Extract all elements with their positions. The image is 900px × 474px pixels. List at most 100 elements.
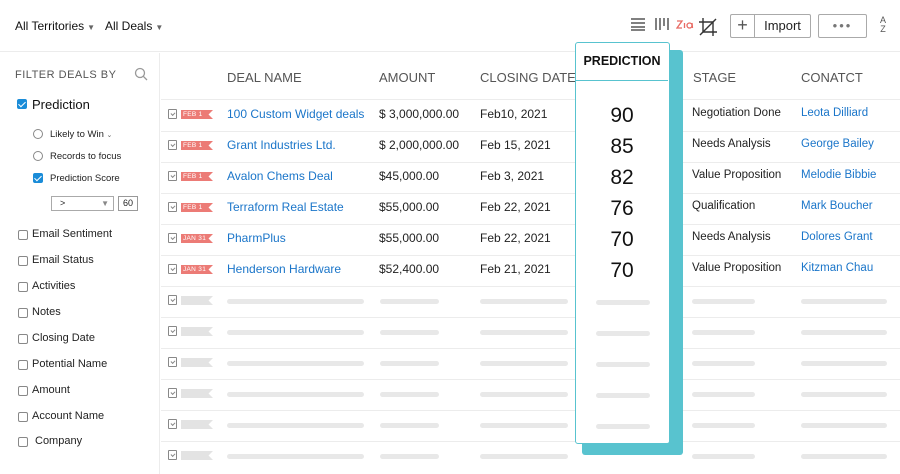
amount-checkbox[interactable]: [18, 386, 28, 396]
closing-date-cell: Feb 21, 2021: [480, 262, 551, 276]
search-icon[interactable]: [134, 67, 148, 81]
placeholder-bar: [801, 423, 887, 428]
deal-name-link[interactable]: Terraform Real Estate: [227, 200, 344, 214]
prediction-score: 82: [610, 166, 634, 189]
closing-date-cell: Feb10, 2021: [480, 107, 548, 121]
account-name-checkbox[interactable]: [18, 412, 28, 422]
territories-dropdown[interactable]: All Territories ▼: [15, 19, 95, 33]
zia-icon[interactable]: [675, 17, 695, 35]
deal-name-link[interactable]: 100 Custom Widget deals: [227, 107, 365, 121]
list-view-icon[interactable]: [628, 17, 648, 35]
add-deal-button[interactable]: +: [730, 14, 754, 38]
task-icon[interactable]: [168, 109, 177, 119]
row-divider: [161, 410, 900, 411]
filter-label: Account Name: [32, 410, 105, 422]
prediction-score-label: Prediction Score: [50, 173, 120, 184]
company-checkbox[interactable]: [18, 437, 28, 447]
contact-link[interactable]: Leota Dilliard: [801, 107, 869, 119]
filter-label: Activities: [32, 280, 76, 292]
placeholder-bar: [480, 361, 568, 366]
prediction-score-checkbox[interactable]: [33, 173, 43, 183]
placeholder-bar: [380, 330, 439, 335]
contact-link[interactable]: George Bailey: [801, 138, 874, 150]
top-toolbar: All Territories ▼ All Deals ▼ + Import •••…: [0, 0, 900, 52]
placeholder-bar: [596, 362, 650, 367]
prediction-checkbox[interactable]: [17, 99, 27, 109]
task-icon[interactable]: [168, 419, 177, 429]
placeholder-bar: [480, 423, 568, 428]
row-divider: [161, 286, 900, 287]
filter-label: Closing Date: [32, 332, 95, 344]
column-header-closing-date[interactable]: CLOSING DATE: [480, 70, 576, 85]
deals-view-dropdown[interactable]: All Deals ▼: [105, 19, 163, 33]
task-icon[interactable]: [168, 388, 177, 398]
task-icon[interactable]: [168, 202, 177, 212]
more-options-button[interactable]: •••: [818, 14, 867, 38]
placeholder-bar: [480, 299, 568, 304]
email-status-checkbox[interactable]: [18, 256, 28, 266]
score-value-input[interactable]: 60: [118, 196, 138, 211]
operator-select[interactable]: > ▼: [51, 196, 114, 211]
row-divider: [161, 193, 900, 194]
placeholder-bar: [801, 330, 887, 335]
import-button[interactable]: Import: [754, 14, 811, 38]
filter-label: Potential Name: [32, 358, 108, 370]
placeholder-bar: [480, 454, 568, 459]
prediction-filter-label: Prediction: [32, 97, 90, 112]
chevron-down-icon: ▼: [87, 23, 96, 32]
placeholder-bar: [596, 393, 650, 398]
contact-link[interactable]: Melodie Bibbie: [801, 169, 877, 181]
deal-name-link[interactable]: Grant Industries Ltd.: [227, 138, 336, 152]
records-to-focus-radio[interactable]: [33, 151, 43, 161]
prediction-score: 70: [610, 259, 634, 282]
potential-name-checkbox[interactable]: [18, 360, 28, 370]
contact-link[interactable]: Kitzman Chau: [801, 262, 874, 274]
crop-icon[interactable]: [698, 17, 718, 36]
contact-link[interactable]: Mark Boucher: [801, 200, 873, 212]
kanban-view-icon[interactable]: [652, 17, 672, 35]
task-icon[interactable]: [168, 264, 177, 274]
filter-sidebar: FILTER DEALS BY Prediction Likely to Win…: [0, 53, 160, 474]
column-header-contact[interactable]: CONATCT: [801, 70, 863, 85]
column-header-deal-name[interactable]: DEAL NAME: [227, 70, 302, 85]
column-header-amount[interactable]: AMOUNT: [379, 70, 436, 85]
deal-name-link[interactable]: PharmPlus: [227, 231, 286, 245]
column-header-prediction[interactable]: PREDICTION: [576, 43, 668, 81]
task-icon[interactable]: [168, 140, 177, 150]
deal-name-link[interactable]: Avalon Chems Deal: [227, 169, 333, 183]
due-date-flag: JAN 31: [181, 234, 213, 243]
placeholder-bar: [380, 361, 439, 366]
task-icon[interactable]: [168, 450, 177, 460]
activities-checkbox[interactable]: [18, 282, 28, 292]
placeholder-bar: [227, 423, 364, 428]
row-divider: [161, 255, 900, 256]
closing-date-cell: Feb 22, 2021: [480, 200, 551, 214]
due-date-flag: FEB 1: [181, 172, 213, 181]
stage-cell: Value Proposition: [692, 262, 782, 274]
placeholder-flag: [181, 420, 213, 429]
likely-to-win-radio[interactable]: [33, 129, 43, 139]
amount-cell: $ 3,000,000.00: [379, 107, 460, 121]
stage-cell: Needs Analysis: [692, 231, 771, 243]
closing-date-checkbox[interactable]: [18, 334, 28, 344]
task-icon[interactable]: [168, 357, 177, 367]
task-icon[interactable]: [168, 295, 177, 305]
notes-checkbox[interactable]: [18, 308, 28, 318]
placeholder-bar: [480, 330, 568, 335]
placeholder-bar: [596, 424, 650, 429]
filter-label: Company: [35, 435, 83, 447]
closing-date-cell: Feb 22, 2021: [480, 231, 551, 245]
contact-link[interactable]: Dolores Grant: [801, 231, 873, 243]
row-divider: [161, 348, 900, 349]
task-icon[interactable]: [168, 326, 177, 336]
email-sentiment-checkbox[interactable]: [18, 230, 28, 240]
task-icon[interactable]: [168, 233, 177, 243]
task-icon[interactable]: [168, 171, 177, 181]
deal-name-link[interactable]: Henderson Hardware: [227, 262, 342, 276]
column-header-stage[interactable]: STAGE: [693, 70, 737, 85]
placeholder-bar: [596, 331, 650, 336]
due-date-flag: FEB 1: [181, 110, 213, 119]
chevron-down-icon: ▼: [155, 23, 164, 32]
filter-label: Email Sentiment: [32, 228, 113, 240]
